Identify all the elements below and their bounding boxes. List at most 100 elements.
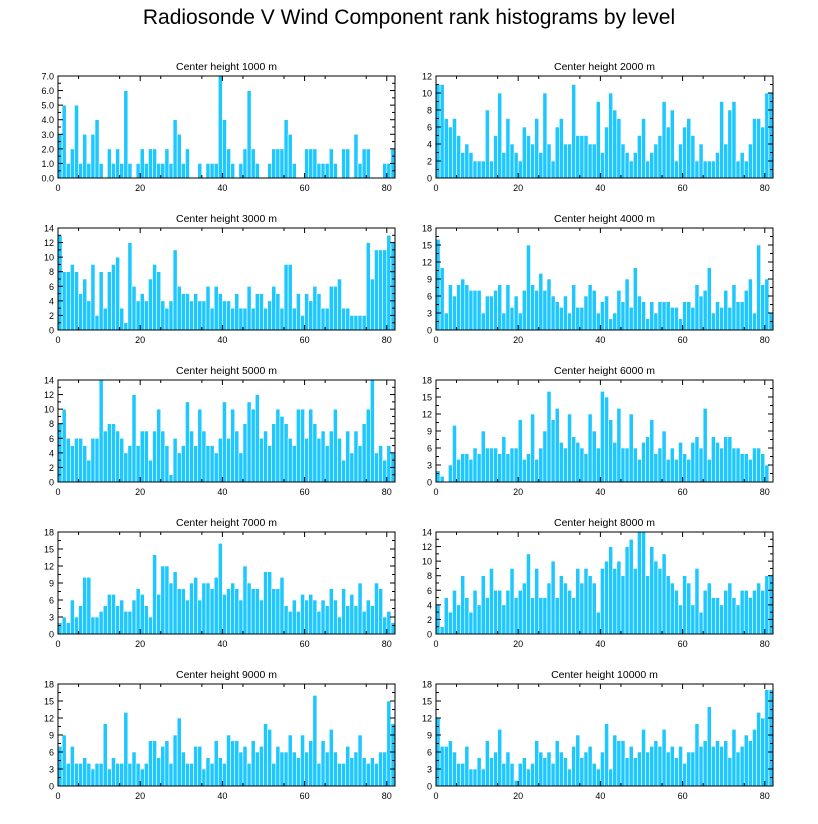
histogram-bar — [300, 734, 305, 787]
histogram-bar — [632, 267, 638, 331]
y-tick-label: 0 — [427, 478, 432, 488]
histogram-bar — [287, 611, 293, 635]
y-tick-label: 18 — [44, 680, 54, 690]
histogram-bar — [694, 160, 700, 179]
panel-title: Center height 8000 m — [554, 517, 655, 529]
histogram-bar — [686, 751, 692, 787]
histogram-bar — [530, 763, 535, 787]
histogram-bar — [501, 436, 507, 483]
histogram-bar — [65, 271, 71, 331]
histogram-bar — [542, 92, 548, 179]
histogram-bar — [448, 740, 453, 787]
x-tick-label: 80 — [760, 487, 770, 497]
histogram-bar — [653, 143, 659, 179]
histogram-bar — [316, 293, 322, 331]
histogram-bar — [156, 271, 162, 331]
histogram-bar — [176, 285, 182, 331]
y-tick-label: 3 — [49, 613, 54, 623]
histogram-bar — [139, 293, 145, 331]
histogram-bar — [254, 293, 260, 331]
histogram-bar — [312, 695, 318, 787]
x-tick-label: 60 — [678, 791, 688, 801]
histogram-bar — [94, 119, 100, 179]
histogram-bar — [144, 605, 149, 635]
histogram-bar — [505, 589, 511, 635]
histogram-bar — [735, 301, 741, 331]
histogram-bar — [711, 160, 716, 179]
histogram-bar — [217, 757, 223, 787]
histogram-bar — [760, 284, 766, 331]
histogram-bar — [649, 746, 655, 787]
histogram-bar — [127, 242, 133, 331]
histogram-bar — [595, 101, 601, 179]
histogram-bar — [485, 109, 490, 179]
histogram-bar — [657, 301, 663, 331]
histogram-bar — [119, 437, 125, 483]
chart-panel-10: Center height 10000 m 0 3 6 9 12 15 18 0 20 40 60 80 — [422, 669, 774, 801]
panel-title: Center height 10000 m — [551, 669, 658, 681]
histogram-bar — [661, 729, 667, 787]
histogram-bar — [370, 605, 375, 635]
histogram-bar — [719, 447, 724, 483]
histogram-bar — [501, 604, 507, 635]
histogram-bar — [678, 604, 683, 635]
histogram-bar — [579, 135, 585, 179]
histogram-bar — [591, 763, 597, 787]
histogram-bar — [735, 160, 741, 179]
histogram-bar — [209, 163, 215, 179]
histogram-bar — [583, 568, 589, 635]
histogram-bar — [234, 588, 240, 635]
histogram-bar — [193, 445, 199, 483]
histogram-bar — [760, 589, 766, 635]
histogram-bar — [608, 419, 614, 483]
histogram-bar — [176, 452, 182, 483]
histogram-bar — [353, 133, 359, 179]
histogram-bar — [567, 312, 572, 331]
histogram-bar — [727, 436, 733, 483]
histogram-bar — [628, 307, 634, 331]
histogram-bar — [497, 453, 503, 483]
histogram-bar — [530, 597, 535, 635]
histogram-bar — [259, 599, 264, 635]
histogram-bar — [587, 575, 593, 635]
histogram-bar — [546, 582, 552, 635]
histogram-bar — [563, 757, 568, 787]
histogram-bar — [78, 605, 83, 635]
histogram-bar — [476, 757, 482, 787]
histogram-bar — [748, 278, 753, 331]
histogram-bar — [489, 295, 494, 331]
x-tick-label: 20 — [135, 335, 145, 345]
chart-panel-7: Center height 7000 m 0 3 6 9 12 15 18 0 20 40 60 80 — [44, 517, 396, 649]
histogram-bar — [160, 300, 166, 331]
histogram-bar — [94, 763, 100, 787]
histogram-bar — [632, 152, 638, 179]
histogram-bar — [632, 568, 638, 635]
x-tick-label: 20 — [513, 639, 523, 649]
histogram-bar — [160, 430, 166, 483]
histogram-bar — [456, 604, 461, 635]
histogram-bar — [267, 571, 273, 635]
histogram-bar — [111, 594, 116, 635]
histogram-bar — [645, 160, 651, 179]
x-tick-label: 0 — [55, 639, 60, 649]
histogram-bar — [324, 307, 330, 331]
histogram-bar — [365, 408, 371, 483]
histogram-bar — [558, 575, 564, 635]
histogram-bar — [665, 459, 671, 483]
histogram-bar — [267, 445, 273, 483]
histogram-bar — [620, 143, 626, 179]
histogram-bar — [135, 300, 141, 331]
histogram-bar — [748, 459, 753, 483]
y-tick-label: 4 — [49, 296, 54, 306]
histogram-bar — [706, 160, 712, 179]
histogram-bar — [530, 413, 535, 483]
histogram-bar — [567, 413, 572, 483]
histogram-bar — [558, 751, 564, 787]
histogram-bar — [665, 751, 671, 787]
y-tick-label: 12 — [44, 562, 54, 572]
histogram-bar — [542, 757, 548, 787]
histogram-bar — [238, 599, 244, 635]
histogram-bar — [189, 582, 194, 635]
histogram-bar — [443, 312, 449, 331]
histogram-bar — [735, 447, 741, 483]
